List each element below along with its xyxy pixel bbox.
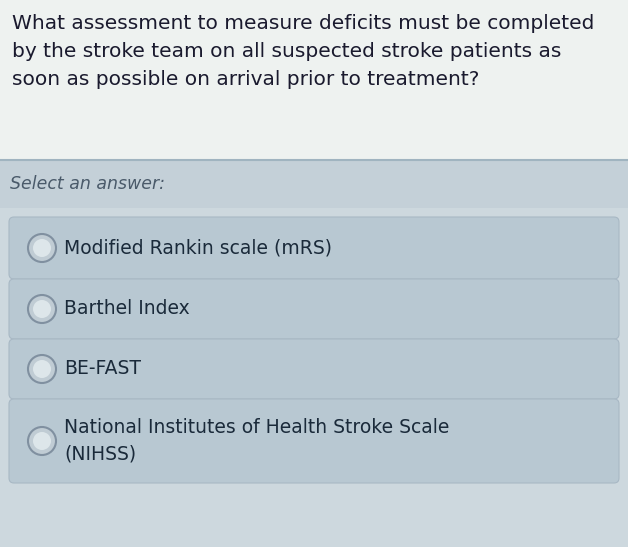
FancyBboxPatch shape	[9, 217, 619, 279]
Text: Modified Rankin scale (mRS): Modified Rankin scale (mRS)	[64, 238, 332, 258]
Circle shape	[28, 355, 56, 383]
FancyBboxPatch shape	[9, 339, 619, 399]
Circle shape	[33, 300, 51, 318]
Circle shape	[33, 360, 51, 378]
Text: What assessment to measure deficits must be completed
by the stroke team on all : What assessment to measure deficits must…	[12, 14, 594, 89]
Circle shape	[33, 239, 51, 257]
Circle shape	[28, 234, 56, 262]
FancyBboxPatch shape	[9, 399, 619, 483]
Circle shape	[28, 427, 56, 455]
FancyBboxPatch shape	[0, 160, 628, 208]
Text: Barthel Index: Barthel Index	[64, 300, 190, 318]
FancyBboxPatch shape	[0, 0, 628, 160]
Text: National Institutes of Health Stroke Scale
(NIHSS): National Institutes of Health Stroke Sca…	[64, 418, 450, 464]
Text: Select an answer:: Select an answer:	[10, 175, 165, 193]
FancyBboxPatch shape	[9, 279, 619, 339]
Circle shape	[28, 295, 56, 323]
Circle shape	[33, 432, 51, 450]
Text: BE-FAST: BE-FAST	[64, 359, 141, 379]
